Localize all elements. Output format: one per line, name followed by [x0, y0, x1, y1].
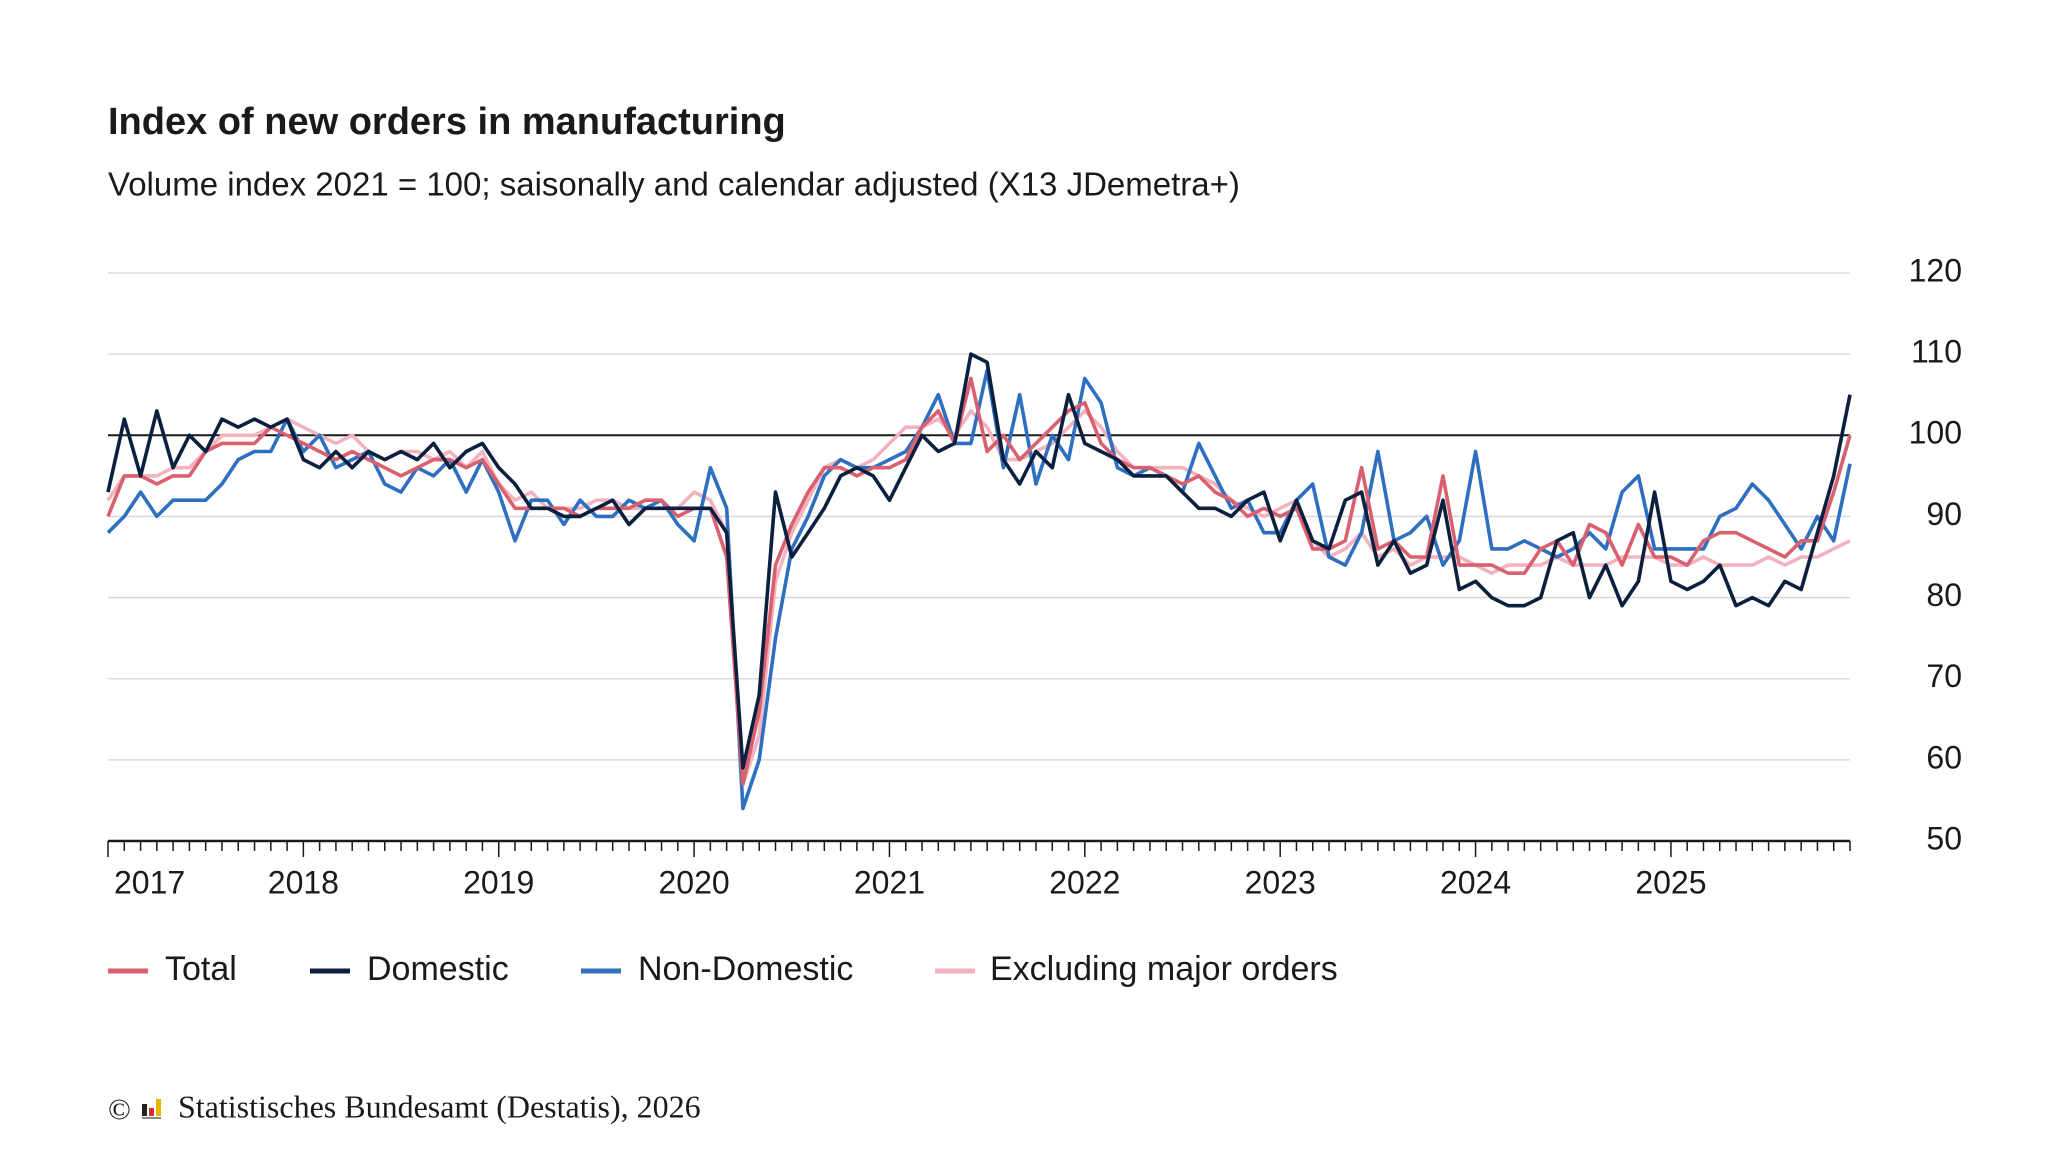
x-tick-label: 2025 [1635, 864, 1706, 900]
chart-title: Index of new orders in manufacturing [108, 101, 786, 143]
y-tick-label: 100 [1909, 415, 1962, 451]
y-tick-label: 120 [1909, 252, 1962, 288]
x-tick-label: 2019 [463, 864, 534, 900]
x-tick-label: 2020 [658, 864, 729, 900]
y-tick-label: 90 [1926, 496, 1962, 532]
y-tick-label: 50 [1926, 820, 1962, 856]
series-line [106, 376, 1852, 786]
y-tick-label: 80 [1926, 577, 1962, 613]
plot: 50 60 70 80 90 100 110 120 2017 2018 2019 2020 2021 2… [106, 252, 1962, 900]
x-tick-label: 2024 [1440, 864, 1511, 900]
x-tick-label: 2021 [854, 864, 925, 900]
y-tick-label: 70 [1926, 658, 1962, 694]
legend-label: Excluding major orders [990, 950, 1338, 988]
y-tick-label: 60 [1926, 739, 1962, 775]
y-tick-label: 110 [1911, 334, 1962, 370]
legend-label: Non-Domestic [638, 950, 853, 988]
x-tick-label: 2018 [268, 864, 339, 900]
chart-subtitle: Volume index 2021 = 100; saisonally and … [108, 166, 1240, 203]
legend-label: Domestic [367, 950, 509, 988]
legend-label: Total [165, 950, 237, 988]
copyright: © [108, 1093, 131, 1126]
x-tick-label: 2017 [114, 864, 185, 900]
series-line [106, 352, 1852, 770]
logo-icon [142, 1099, 161, 1119]
source: Statistisches Bundesamt (Destatis), 2026 [178, 1088, 701, 1124]
x-tick-label: 2023 [1245, 864, 1316, 900]
x-tick-label: 2022 [1049, 864, 1120, 900]
